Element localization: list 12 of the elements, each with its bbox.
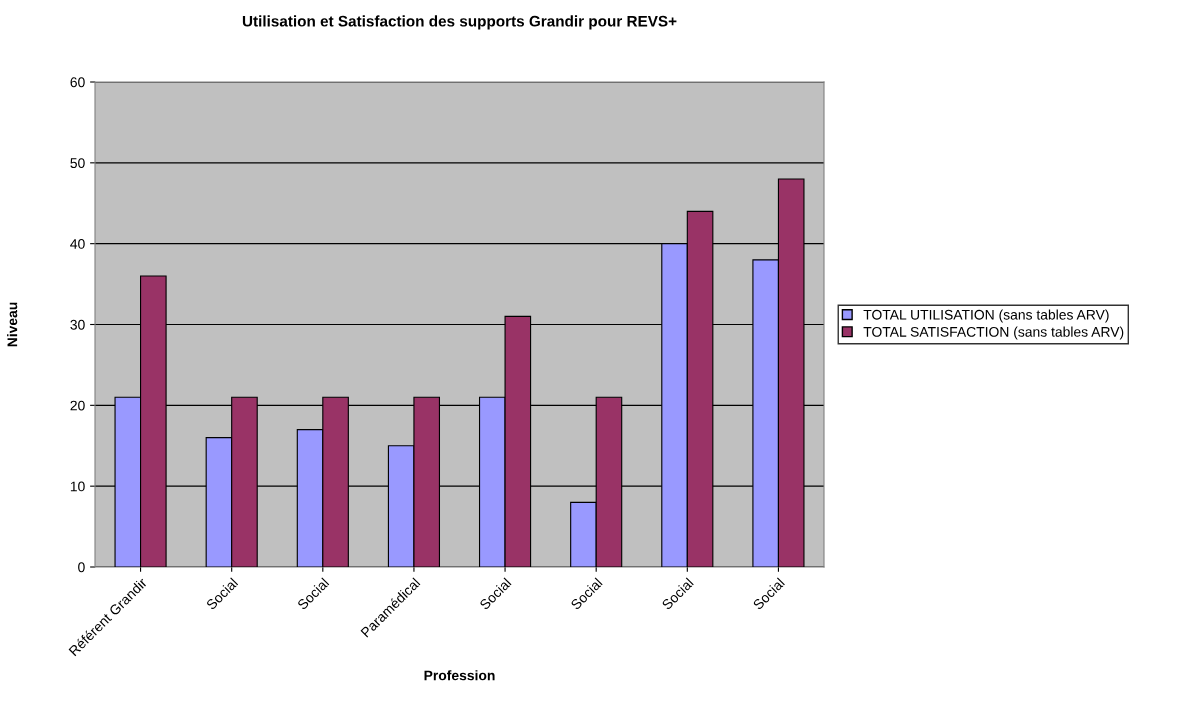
x-axis-title: Profession [424,670,495,681]
y-tick-label: 50 [70,158,85,168]
y-axis-title: Niveau [7,302,18,347]
y-tick-label: 30 [70,319,85,330]
chart-title: Utilisation et Satisfaction des supports Grandir pour REVS+ [242,15,677,30]
legend-label: TOTAL SATISFACTION (sans tables ARV) [863,326,1124,340]
legend-label: TOTAL UTILISATION (sans tables ARV) [863,309,1109,323]
y-tick-label: 0 [78,562,85,573]
y-tick-label: 60 [70,77,85,88]
y-tick-label: 40 [70,239,85,249]
y-tick-label: 20 [70,400,85,411]
y-tick-label: 10 [70,481,85,492]
